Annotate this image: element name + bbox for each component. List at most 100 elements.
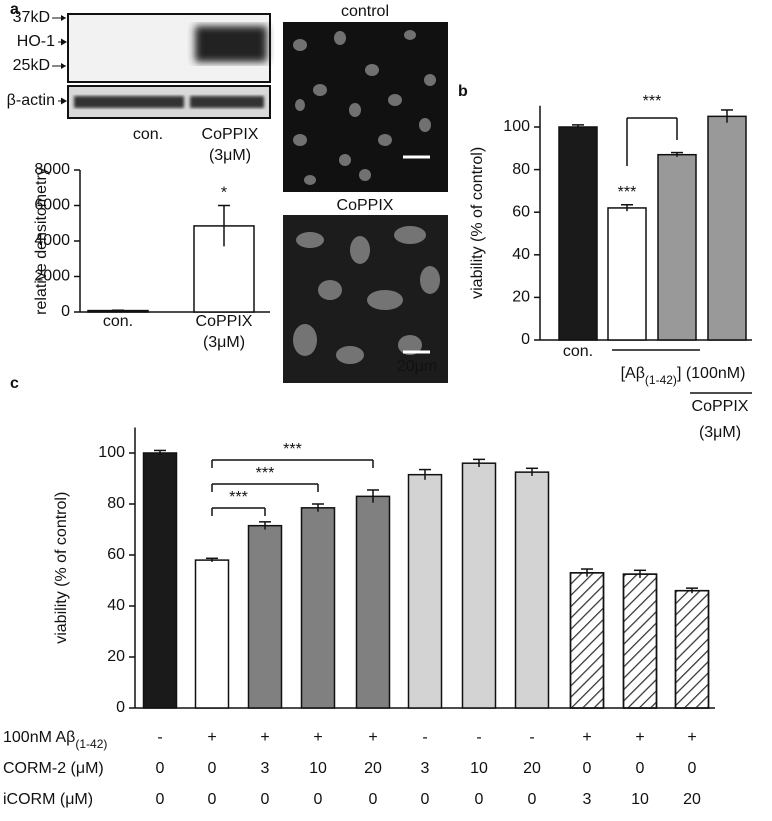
significance: ***	[229, 489, 248, 506]
row-label: 100nM Aβ(1-42)	[3, 729, 107, 751]
y-tick-label: 20	[107, 648, 125, 665]
image-title: CoPPIX	[337, 197, 394, 214]
table-cell: 0	[636, 760, 645, 777]
x-tick-label: con.	[563, 343, 593, 360]
blot-marker: HO-1	[17, 33, 55, 50]
scale-bar-label: 20μm	[397, 358, 437, 375]
table-cell: 0	[208, 760, 217, 777]
group-label-part: ] (100nM)	[677, 365, 745, 382]
table-cell: 20	[523, 760, 541, 777]
bar	[558, 126, 598, 341]
group-label-part: (1-42)	[645, 373, 677, 387]
image-title: control	[341, 3, 389, 20]
bar	[355, 495, 391, 709]
row-label-part: 100nM Aβ	[3, 729, 75, 746]
bar	[142, 452, 178, 709]
group-label: [Aβ(1-42)] (100nM)	[621, 365, 746, 387]
table-cell: 0	[261, 791, 270, 808]
table-cell: 20	[364, 760, 382, 777]
micrograph-control	[283, 22, 448, 192]
y-tick-label: 40	[107, 597, 125, 614]
y-tick-label: 60	[512, 203, 530, 220]
significance: ***	[618, 184, 637, 201]
table-cell: 3	[421, 760, 430, 777]
blot-marker: β-actin	[7, 92, 55, 109]
group-label-part: [Aβ	[621, 365, 645, 382]
table-cell: 0	[369, 791, 378, 808]
significance: ***	[283, 441, 302, 458]
table-cell: 0	[314, 791, 323, 808]
group-label: CoPPIX	[692, 398, 749, 415]
table-cell: 0	[156, 760, 165, 777]
y-tick-label: 6000	[34, 197, 70, 214]
y-axis-label: viability (% of control)	[53, 492, 70, 644]
bar	[514, 471, 550, 709]
western-blot	[52, 13, 271, 119]
table-cell: +	[207, 729, 216, 746]
y-tick-label: 8000	[34, 161, 70, 178]
bar	[407, 473, 443, 709]
table-cell: 0	[156, 791, 165, 808]
panel-label: c	[10, 375, 19, 392]
group-label: (3μM)	[699, 424, 741, 441]
y-tick-label: 0	[521, 331, 530, 348]
y-tick-label: 60	[107, 546, 125, 563]
table-cell: +	[687, 729, 696, 746]
bar	[657, 153, 697, 341]
y-tick-label: 80	[107, 495, 125, 512]
table-cell: +	[635, 729, 644, 746]
blot-lane: CoPPIX (3μM)	[202, 126, 259, 164]
bar-hatch	[569, 572, 605, 709]
panel-label: a	[10, 1, 19, 18]
y-tick-label: 100	[98, 444, 125, 461]
y-tick-label: 100	[503, 118, 530, 135]
table-cell: +	[260, 729, 269, 746]
significance: ***	[256, 465, 275, 482]
y-tick-label: 2000	[34, 268, 70, 285]
bar	[247, 524, 283, 709]
table-cell: 10	[470, 760, 488, 777]
table-cell: 10	[309, 760, 327, 777]
blot-marker: 37kD	[13, 9, 50, 26]
table-cell: 0	[528, 791, 537, 808]
y-tick-label: 4000	[34, 232, 70, 249]
significance: ***	[643, 93, 662, 110]
y-tick-label: 20	[512, 289, 530, 306]
y-tick-label: 80	[512, 161, 530, 178]
panel-label: b	[458, 83, 468, 100]
table-cell: 0	[421, 791, 430, 808]
bar	[707, 115, 747, 341]
table-cell: +	[368, 729, 377, 746]
bar	[300, 507, 336, 709]
y-tick-label: 0	[61, 303, 70, 320]
micrograph-coppix	[283, 215, 448, 383]
significance: *	[221, 185, 227, 202]
table-cell: +	[313, 729, 322, 746]
bar-hatch	[674, 589, 710, 709]
x-tick-label: con.	[103, 313, 133, 330]
table-cell: 0	[583, 760, 592, 777]
table-cell: 0	[688, 760, 697, 777]
table-cell: 0	[208, 791, 217, 808]
table-cell: +	[582, 729, 591, 746]
blot-lane: con.	[133, 126, 163, 143]
table-cell: 3	[261, 760, 270, 777]
bar	[194, 559, 230, 709]
table-cell: -	[476, 729, 481, 746]
blot-marker: 25kD	[13, 57, 50, 74]
table-cell: -	[529, 729, 534, 746]
scale-bar-label: 20μm	[397, 163, 437, 180]
row-label: CORM-2 (μM)	[3, 760, 104, 777]
table-cell: 3	[583, 791, 592, 808]
row-label: iCORM (μM)	[3, 791, 93, 808]
table-cell: -	[422, 729, 427, 746]
bar	[461, 462, 497, 709]
y-tick-label: 40	[512, 246, 530, 263]
table-cell: -	[157, 729, 162, 746]
y-axis-label: relative densitometry	[33, 167, 50, 315]
table-cell: 20	[683, 791, 701, 808]
y-axis-label: viability (% of control)	[469, 147, 486, 299]
bar	[607, 207, 647, 341]
table-cell: 0	[475, 791, 484, 808]
